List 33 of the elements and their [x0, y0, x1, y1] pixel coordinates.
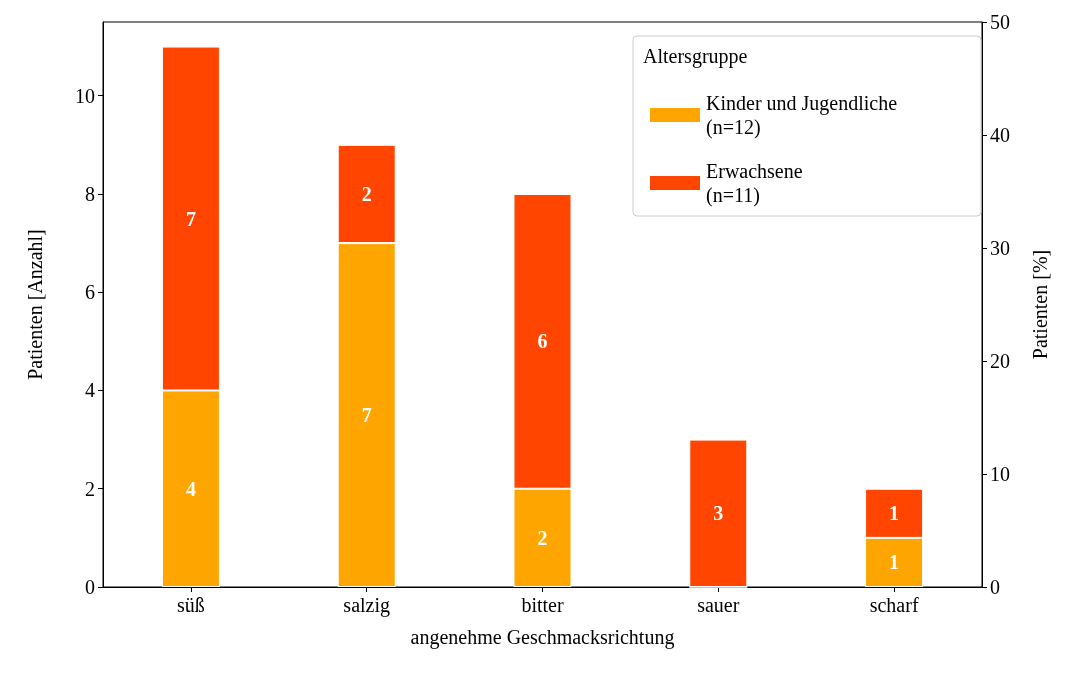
data-label: 2: [537, 526, 548, 549]
x-tick-label: süß: [177, 594, 205, 616]
y-tick-label: 6: [85, 281, 95, 304]
data-label: 7: [185, 207, 196, 230]
bar: [689, 439, 748, 587]
y-tick-label: 8: [85, 182, 95, 205]
y-tick-label: 4: [85, 379, 95, 402]
legend-label: Erwachsene (n=11): [706, 160, 803, 207]
y2-tick-label: 10: [990, 463, 1010, 485]
y-tick-label: 2: [85, 477, 95, 500]
data-label: 2: [361, 182, 372, 205]
y2-tick-label: 20: [990, 350, 1010, 372]
data-label: 7: [361, 404, 372, 427]
x-axis-title: angenehme Geschmacksrichtung: [410, 626, 675, 649]
y2-tick-label: 0: [990, 576, 1000, 598]
y2-tick-label: 30: [990, 237, 1010, 259]
y2-tick-label: 40: [990, 124, 1010, 146]
x-tick-label: scharf: [869, 594, 919, 616]
legend-title: Altersgruppe: [643, 45, 748, 68]
y2-axis-title: Patienten [%]: [1029, 249, 1051, 360]
y-tick-label: 10: [75, 84, 95, 107]
data-label: 4: [185, 477, 196, 500]
x-tick-label: sauer: [697, 594, 740, 616]
x-tick-label: salzig: [343, 594, 391, 617]
y-axis-title: Patienten [Anzahl]: [24, 229, 46, 380]
data-label: 1: [889, 502, 900, 525]
data-label: 3: [713, 502, 724, 525]
y2-tick-label: 50: [990, 11, 1010, 33]
data-label: 6: [537, 330, 548, 353]
y-tick-label: 0: [85, 576, 95, 598]
x-tick-label: bitter: [521, 594, 564, 616]
legend-label: Kinder und Jugendliche (n=12): [706, 92, 898, 139]
data-label: 1: [889, 551, 900, 574]
